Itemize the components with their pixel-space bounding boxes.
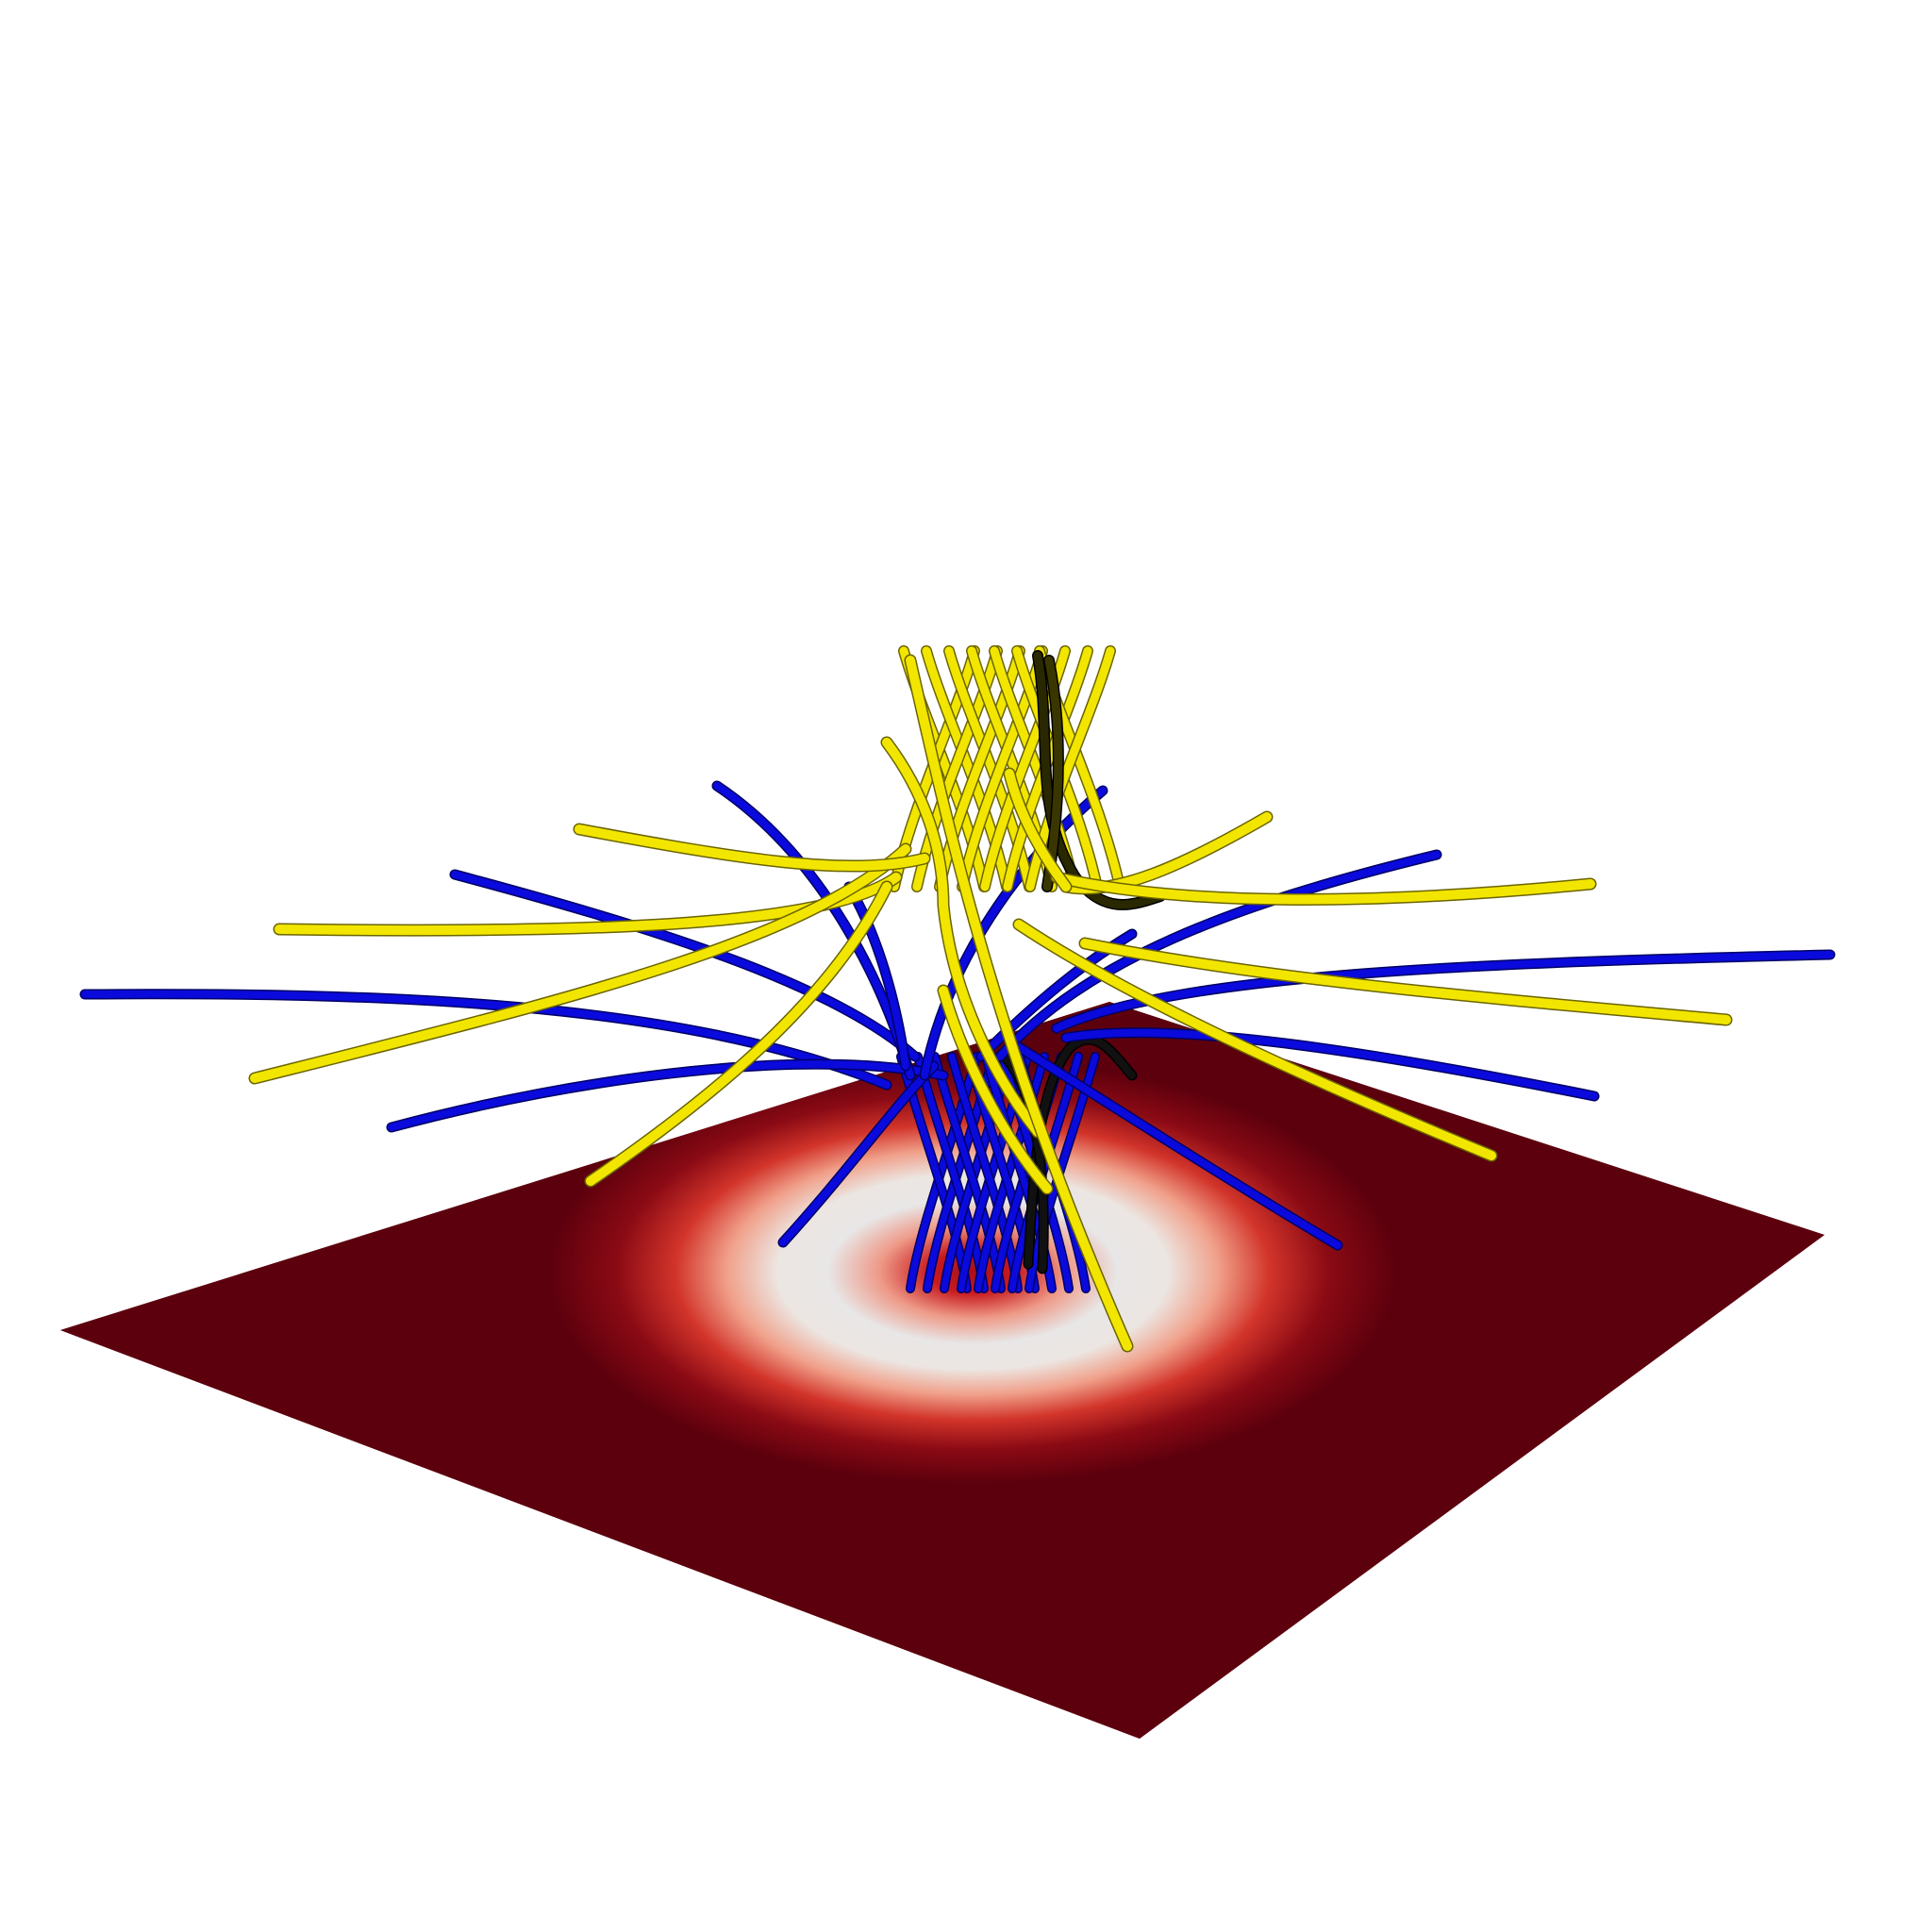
yellow-field-line — [575, 824, 929, 871]
yellow-field-line — [250, 844, 910, 1083]
yellow-field-line — [275, 873, 901, 936]
yellow-shadow-line — [1033, 651, 1165, 909]
yellow-field-line-edge — [248, 842, 912, 1085]
yellow-field-line — [586, 882, 891, 1186]
blue-field-line — [779, 1062, 938, 1246]
plane-heatmap — [60, 1002, 1824, 1739]
yellow-lattice-line — [935, 646, 1024, 891]
blue-field-line — [996, 851, 1441, 1060]
yellow-field-lines — [248, 645, 1733, 1353]
blue-shadow-line — [1024, 1036, 1136, 1268]
yellow-field-line — [1014, 920, 1496, 1160]
yellow-field-line — [939, 986, 1052, 1193]
blue-field-line — [1062, 1028, 1598, 1100]
blue-field-line — [1053, 951, 1834, 1032]
blue-field-line — [845, 883, 909, 1070]
yellow-field-line — [1080, 939, 1731, 1024]
blue-field-line — [388, 1060, 947, 1131]
yellow-lattice-line — [958, 646, 1047, 891]
blue-field-line — [1015, 1043, 1341, 1249]
yellow-field-line — [1005, 769, 1071, 891]
blue-field-line — [451, 871, 919, 1060]
yellow-field-line — [906, 656, 1132, 1351]
yellow-field-line-edge — [273, 871, 903, 937]
yellow-field-line — [882, 738, 1042, 1137]
yellow-field-line — [1052, 873, 1595, 905]
blue-field-lines — [79, 780, 1836, 1293]
